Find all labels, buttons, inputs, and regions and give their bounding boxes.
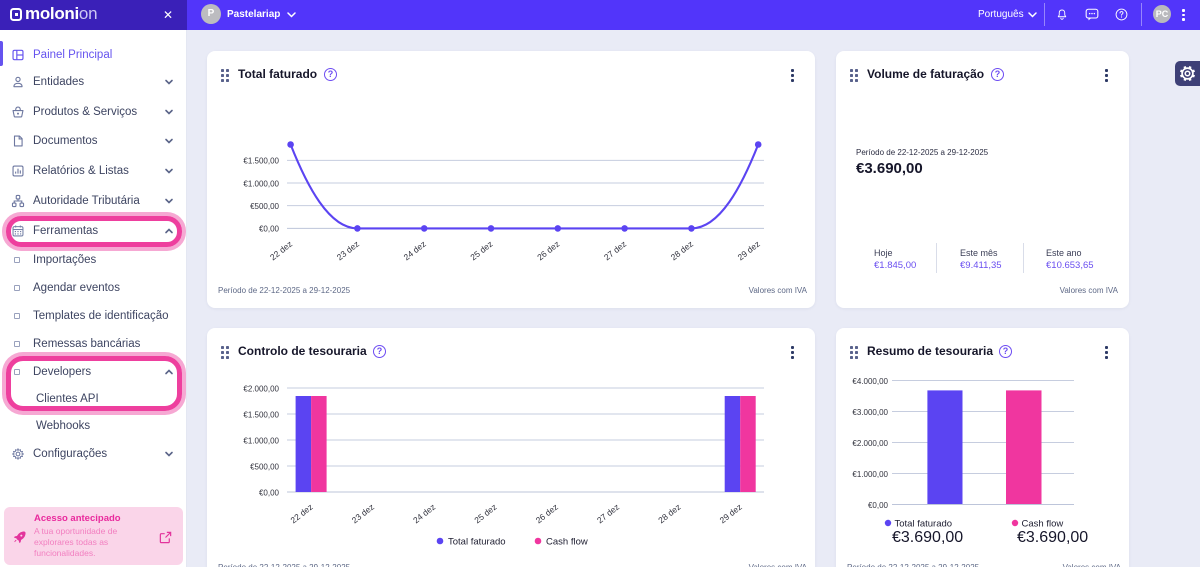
svg-text:€500,00: €500,00 <box>250 202 279 211</box>
svg-text:23 dez: 23 dez <box>335 239 361 263</box>
svg-text:28 dez: 28 dez <box>669 239 695 263</box>
svg-text:€1.000,00: €1.000,00 <box>243 179 279 188</box>
svg-text:22 dez: 22 dez <box>268 239 294 263</box>
svg-text:Cash flow: Cash flow <box>546 537 588 548</box>
svg-text:€1.500,00: €1.500,00 <box>243 410 279 419</box>
svg-text:€1.500,00: €1.500,00 <box>243 157 279 166</box>
svg-text:€0,00: €0,00 <box>259 488 280 497</box>
svg-text:27 dez: 27 dez <box>602 239 628 263</box>
svg-text:24 dez: 24 dez <box>411 502 437 526</box>
svg-text:29 dez: 29 dez <box>718 502 744 526</box>
svg-text:€2.000,00: €2.000,00 <box>852 439 888 448</box>
svg-text:Total faturado: Total faturado <box>448 537 506 548</box>
svg-text:28 dez: 28 dez <box>656 502 682 526</box>
svg-text:€2.000,00: €2.000,00 <box>243 384 279 393</box>
svg-text:27 dez: 27 dez <box>595 502 621 526</box>
svg-text:22 dez: 22 dez <box>288 502 314 526</box>
svg-text:26 dez: 26 dez <box>534 502 560 526</box>
svg-text:29 dez: 29 dez <box>736 239 762 263</box>
svg-text:26 dez: 26 dez <box>535 239 561 263</box>
svg-text:€1.000,00: €1.000,00 <box>852 470 888 479</box>
svg-text:23 dez: 23 dez <box>350 502 376 526</box>
svg-text:€0,00: €0,00 <box>259 225 280 234</box>
svg-text:Total faturado: Total faturado <box>895 519 953 530</box>
svg-text:€0,00: €0,00 <box>868 501 889 510</box>
svg-text:€500,00: €500,00 <box>250 462 279 471</box>
svg-text:€3.690,00: €3.690,00 <box>1017 529 1088 546</box>
svg-text:Cash flow: Cash flow <box>1022 519 1064 530</box>
svg-text:24 dez: 24 dez <box>402 239 428 263</box>
svg-text:25 dez: 25 dez <box>472 502 498 526</box>
svg-text:€3.690,00: €3.690,00 <box>892 529 963 546</box>
svg-text:25 dez: 25 dez <box>468 239 494 263</box>
svg-text:€3.000,00: €3.000,00 <box>852 408 888 417</box>
svg-text:€4.000,00: €4.000,00 <box>852 377 888 386</box>
svg-text:€1.000,00: €1.000,00 <box>243 436 279 445</box>
